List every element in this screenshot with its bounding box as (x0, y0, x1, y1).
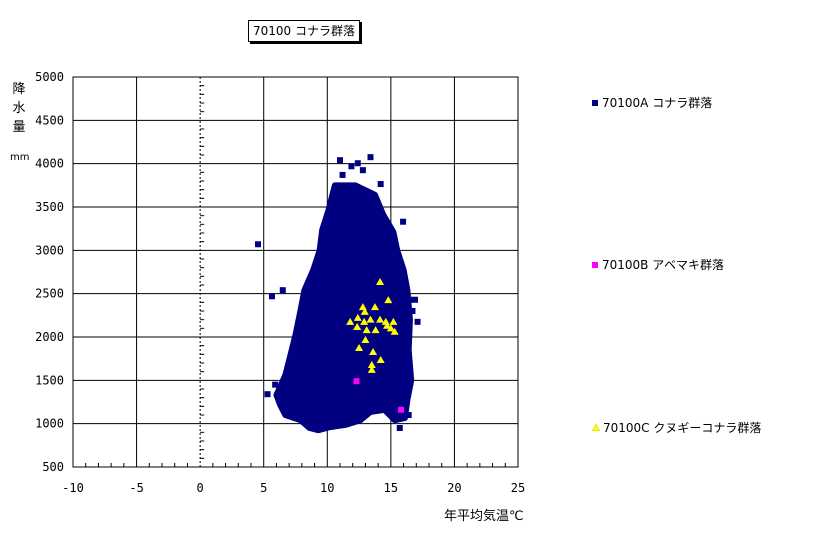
legend-marker-square-magenta (592, 262, 598, 268)
series-c-point (367, 360, 376, 368)
series-a-point (279, 287, 286, 294)
x-tick-label: 0 (197, 481, 204, 495)
series-a-point (373, 199, 380, 206)
x-tick-label: 20 (447, 481, 461, 495)
legend-label: 70100C クヌギーコナラ群落 (603, 421, 762, 435)
series-c-point (366, 315, 375, 323)
series-c-point (360, 317, 369, 325)
series-a-point (354, 160, 361, 167)
series-a-point (414, 318, 421, 325)
series-c-point (369, 347, 378, 355)
legend-marker-triangle-yellow (592, 424, 600, 431)
series-c-point (355, 344, 364, 352)
y-tick-label: 1500 (35, 373, 64, 387)
x-tick-label: 5 (260, 481, 267, 495)
x-tick-label: 15 (384, 481, 398, 495)
y-tick-label: 3500 (35, 200, 64, 214)
series-c-point (376, 277, 385, 285)
series-a-point (403, 364, 410, 371)
series-a-dense-cloud (273, 182, 415, 434)
series-c-point (370, 303, 379, 311)
y-tick-label: 1000 (35, 417, 64, 431)
y-tick-label: 2500 (35, 287, 64, 301)
series-a-point (254, 241, 261, 248)
series-a-point (337, 157, 343, 164)
x-axis-label: 年平均気温℃ (444, 509, 524, 524)
series-a-point (412, 296, 419, 303)
series-c-point (361, 336, 370, 344)
series-a-point (406, 296, 413, 303)
plot-area-frame (72, 76, 519, 468)
series-c-point (376, 315, 385, 323)
x-tick-label: 25 (511, 481, 525, 495)
y-tick-label: 4000 (35, 157, 64, 171)
series-a-point (339, 171, 346, 178)
series-a-point (288, 355, 295, 362)
series-c-point (384, 296, 393, 304)
series-a-point (409, 308, 416, 314)
series-a-point (334, 195, 341, 202)
series-b-point (353, 378, 360, 385)
series-c-point (353, 313, 362, 321)
x-tick-label: -5 (129, 481, 143, 495)
series-c-point (362, 326, 371, 334)
series-c-point (376, 355, 385, 363)
x-tick-label: -10 (62, 481, 84, 495)
y-tick-label: 4500 (35, 113, 64, 127)
series-a-point (377, 181, 384, 188)
series-a-point (400, 218, 407, 225)
series-c-point (367, 365, 376, 373)
legend-item-c: 70100C クヌギーコナラ群落 (592, 419, 761, 436)
legend-marker-square-navy (592, 100, 598, 106)
series-a-point (405, 412, 412, 418)
legend-item-b: 70100B アベマキ群落 (592, 256, 724, 273)
series-c-point (353, 323, 362, 331)
series-a-point (396, 425, 403, 431)
series-a-point (264, 391, 271, 398)
series-a-point (359, 167, 366, 174)
legend-label: 70100B アベマキ群落 (602, 258, 724, 272)
y-axis-label: 降水量 (12, 82, 26, 135)
y-tick-label: 2000 (35, 330, 64, 344)
series-a-point (348, 163, 355, 170)
series-c-point (383, 321, 392, 329)
series-c-point (360, 307, 369, 315)
legend-item-a: 70100A コナラ群落 (592, 94, 712, 111)
y-tick-label: 3000 (35, 243, 64, 257)
series-b-point (398, 406, 405, 413)
series-c-point (371, 326, 380, 334)
series-a-point (272, 381, 279, 388)
series-a-point (367, 154, 374, 161)
x-tick-label: 10 (320, 481, 334, 495)
chart-title: 70100 コナラ群落 (248, 20, 360, 42)
series-a-point (268, 293, 275, 300)
y-axis-unit: mm (10, 152, 30, 163)
y-tick-label: 500 (42, 460, 64, 474)
series-c-point (389, 317, 398, 325)
series-c-point (346, 317, 355, 325)
y-tick-label: 5000 (35, 70, 64, 84)
series-a-point (281, 399, 288, 405)
legend-label: 70100A コナラ群落 (602, 96, 713, 110)
series-c-point (386, 324, 395, 332)
